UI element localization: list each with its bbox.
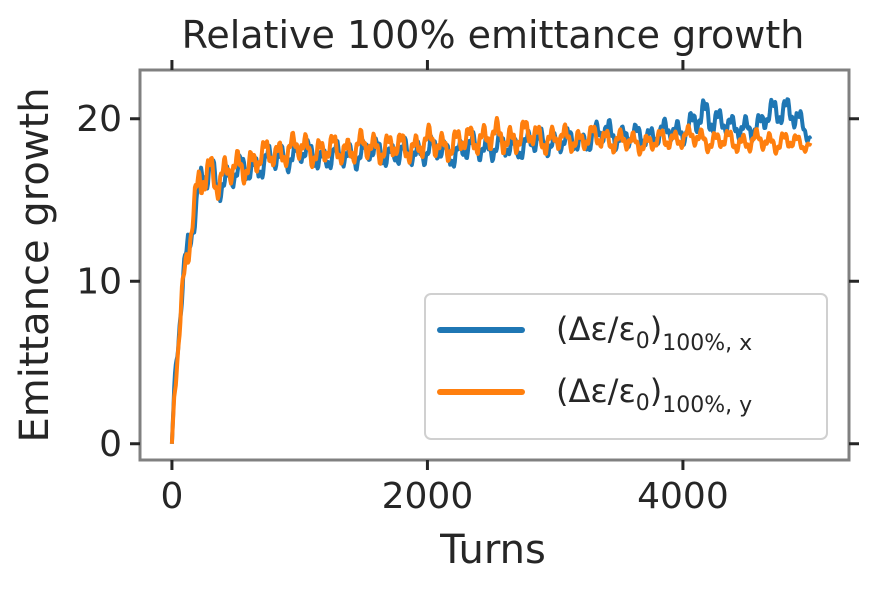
legend-label-y-sub: 100%, y xyxy=(662,393,752,418)
x-tick-label: 0 xyxy=(160,476,183,517)
legend: (Δε/ε0)100%, x (Δε/ε0)100%, y xyxy=(424,293,828,440)
legend-label-x: (Δε/ε0)100%, x xyxy=(556,310,752,356)
legend-label-x-sub: 100%, x xyxy=(662,331,752,356)
series-line-y xyxy=(169,116,813,444)
plot-frame xyxy=(138,68,851,462)
legend-label-y-close: ) xyxy=(650,372,662,410)
x-tick-label: 4000 xyxy=(637,476,729,517)
y-tick-label: 20 xyxy=(76,99,122,140)
legend-label-y-main: (Δε/ε xyxy=(556,372,636,410)
series-line-x xyxy=(169,97,813,444)
series-layer xyxy=(169,97,813,444)
legend-label-y-sub0: 0 xyxy=(636,391,650,416)
y-axis-label: Emittance growth xyxy=(12,87,58,442)
legend-label-x-close: ) xyxy=(650,310,662,348)
legend-label-x-main: (Δε/ε xyxy=(556,310,636,348)
y-tick-label: 10 xyxy=(76,261,122,302)
x-tick-label: 2000 xyxy=(382,476,474,517)
chart-title: Relative 100% emittance growth xyxy=(182,13,805,57)
legend-box xyxy=(424,293,828,440)
x-axis-label: Turns xyxy=(439,527,546,573)
legend-label-x-sub0: 0 xyxy=(636,329,650,354)
y-tick-label: 0 xyxy=(99,424,122,465)
legend-label-y: (Δε/ε0)100%, y xyxy=(556,372,752,418)
ticks-layer: 0 2000 4000 0 10 20 xyxy=(76,60,859,517)
